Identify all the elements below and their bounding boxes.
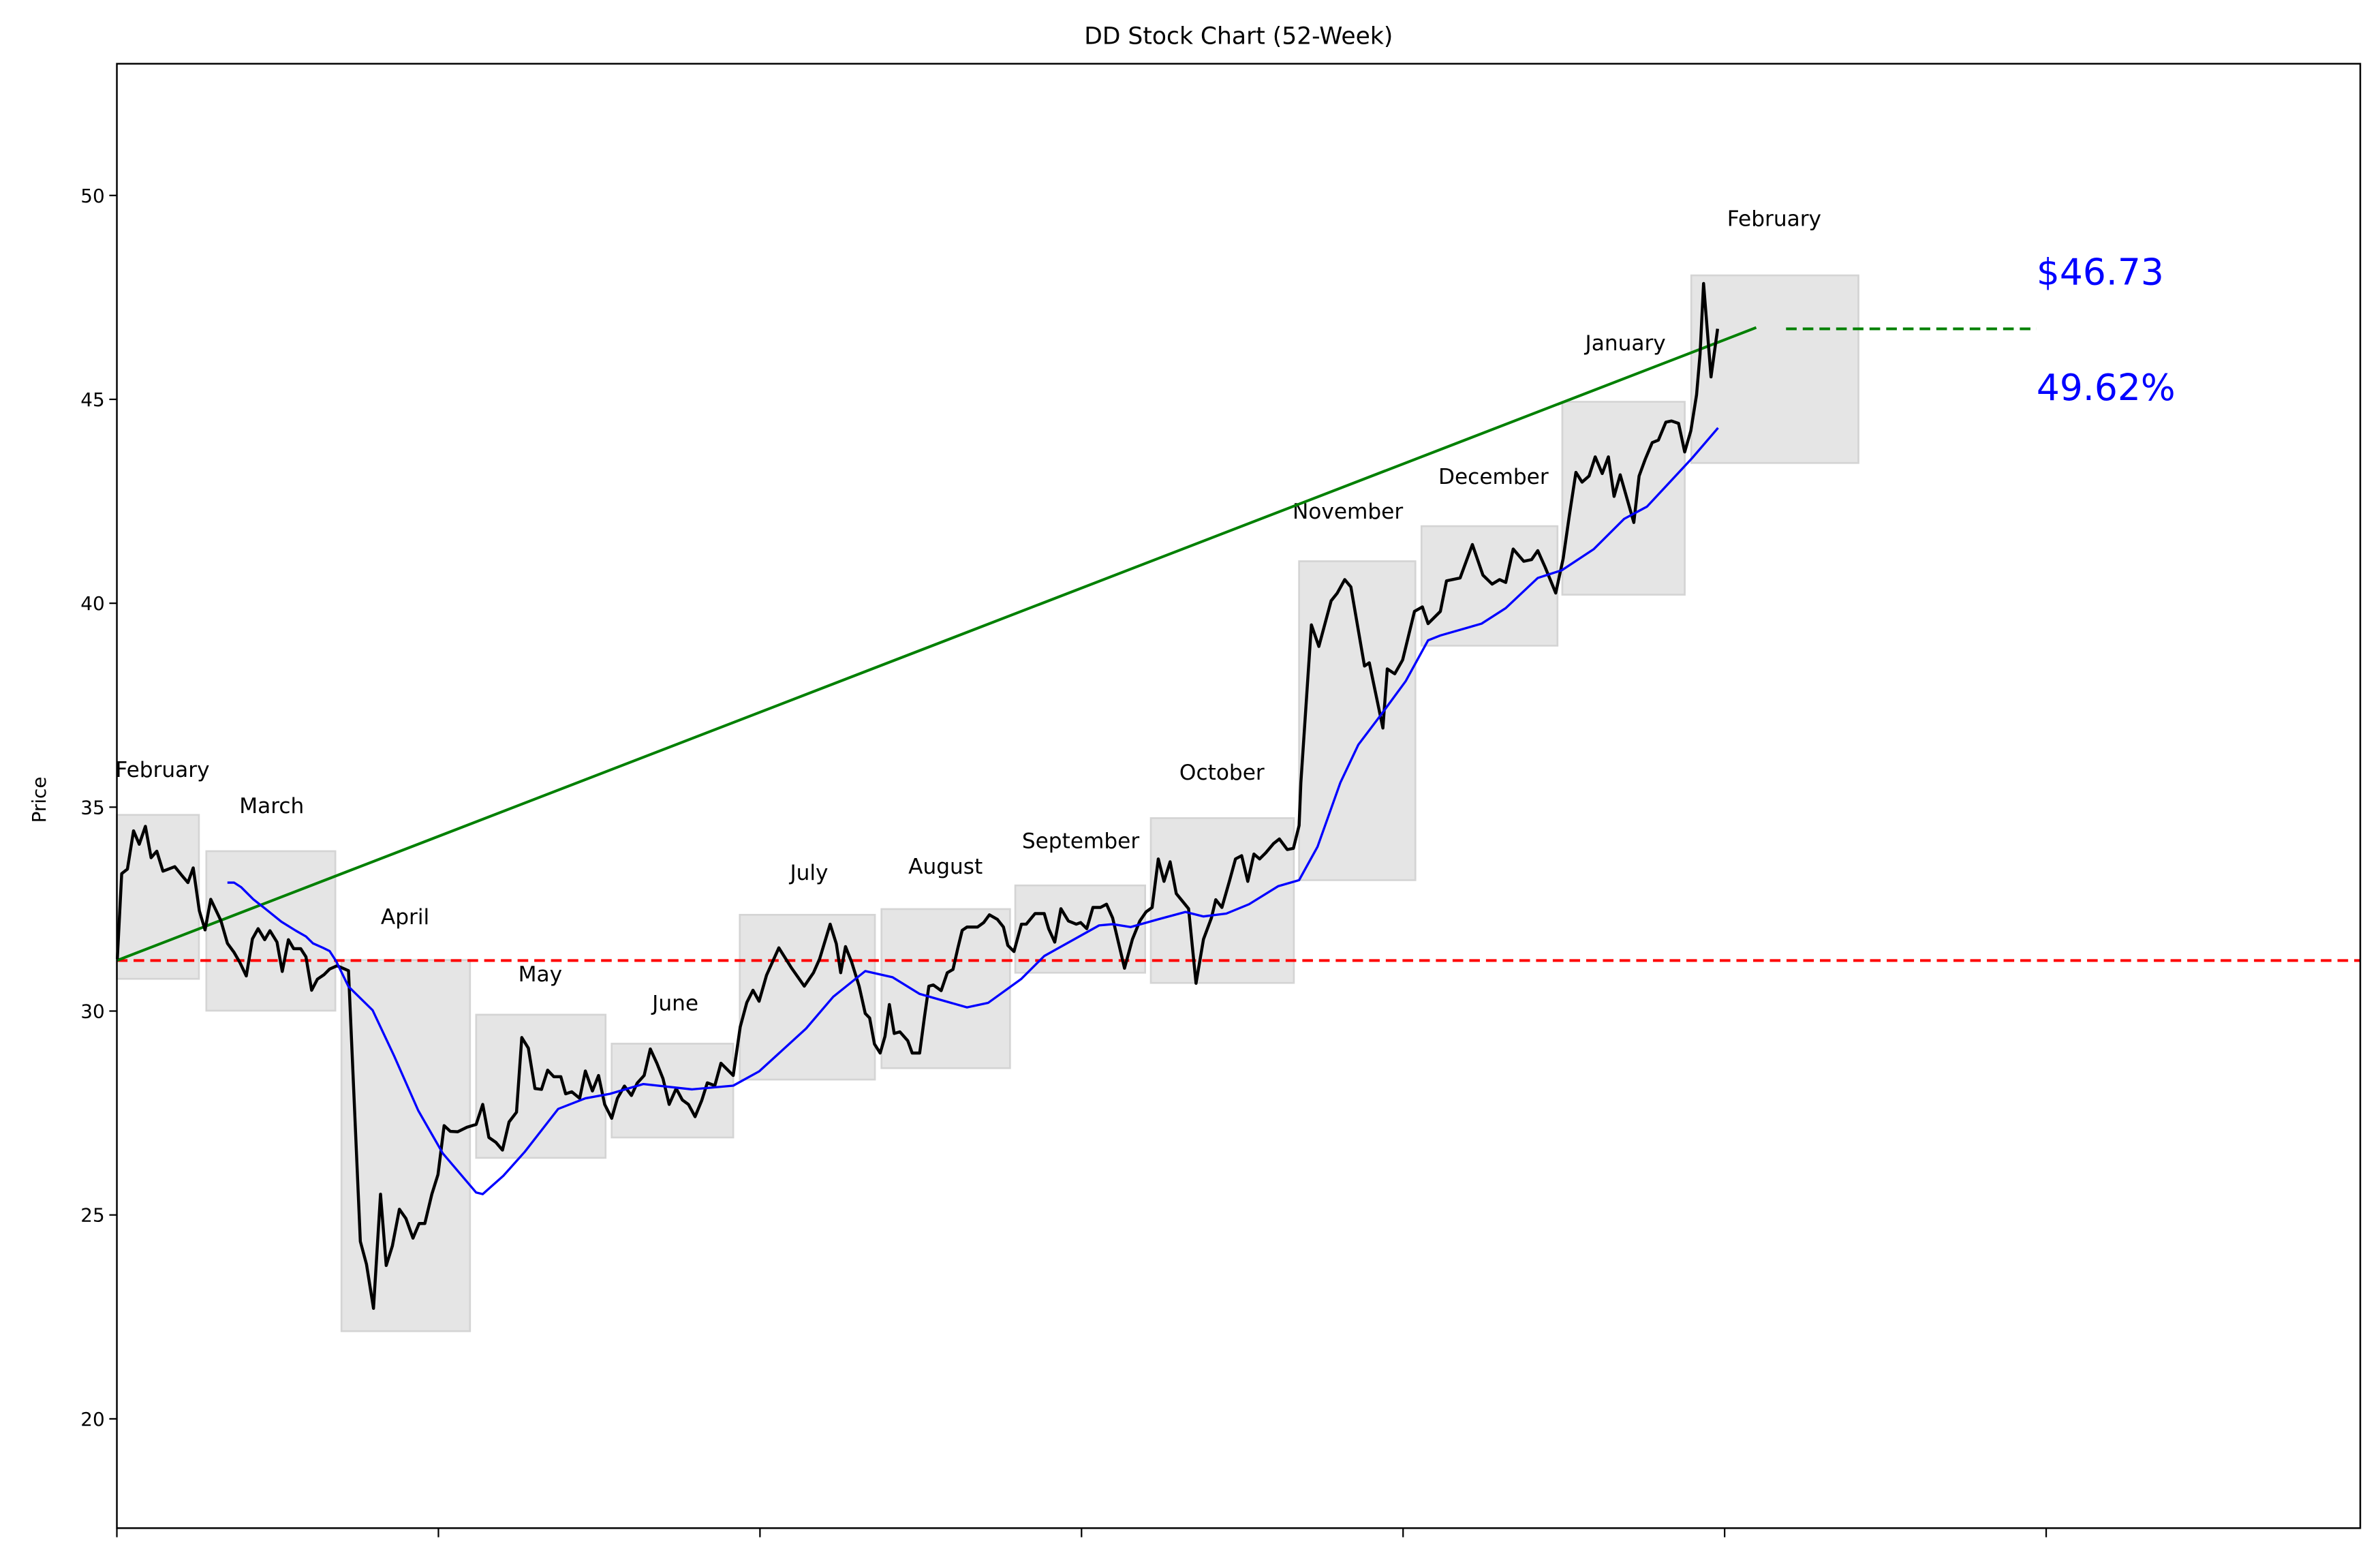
month-label: February [1727, 207, 1821, 231]
reference-lines [116, 326, 2361, 962]
month-label: June [651, 992, 698, 1016]
month-range-box [1561, 401, 1686, 596]
y-tick-label: 40 [80, 592, 104, 615]
month-label: April [381, 905, 429, 930]
month-label: February [115, 758, 209, 782]
month-label: January [1584, 331, 1666, 356]
y-tick-label: 20 [80, 1408, 104, 1431]
month-label: July [788, 861, 828, 885]
last-price-annotation: $46.73 [2037, 251, 2164, 294]
month-range-box [340, 959, 472, 1332]
plot-area: February March April May June July August Septe… [115, 207, 2361, 1332]
y-axis: 20 25 30 35 40 45 50 [80, 185, 117, 1431]
trend-line [116, 326, 1757, 962]
month-range-box [1298, 560, 1417, 881]
month-label: November [1293, 500, 1403, 524]
month-range-box [1420, 525, 1559, 647]
month-label: September [1022, 829, 1140, 854]
y-tick-label: 50 [80, 185, 104, 207]
chart-title: DD Stock Chart (52-Week) [1084, 23, 1393, 50]
moving-average-line [227, 427, 1719, 1195]
month-label: October [1179, 761, 1265, 785]
month-range-box [611, 1043, 735, 1139]
plot-frame [116, 63, 2362, 1529]
annotations: $46.73 49.62% [2037, 251, 2176, 409]
month-range-box [475, 1013, 607, 1159]
month-label: December [1438, 465, 1549, 489]
y-tick-label: 45 [80, 388, 104, 411]
month-label: August [908, 855, 983, 879]
month-range-box [1690, 274, 1859, 464]
month-range-box [739, 913, 876, 1081]
y-tick-label: 35 [80, 796, 104, 819]
series-lines [115, 281, 1720, 1310]
y-tick-label: 30 [80, 1000, 104, 1023]
month-label: March [239, 794, 304, 819]
y-tick-label: 25 [80, 1204, 104, 1227]
month-range-box [116, 814, 200, 980]
y-axis-label: Price [28, 777, 50, 823]
month-labels: February March April May June July August Septe… [115, 207, 1821, 1015]
x-axis [116, 1528, 2047, 1538]
price-line [115, 281, 1720, 1310]
percent-change-annotation: 49.62% [2037, 366, 2176, 409]
month-label: May [519, 962, 562, 987]
month-range-box [880, 908, 1011, 1069]
